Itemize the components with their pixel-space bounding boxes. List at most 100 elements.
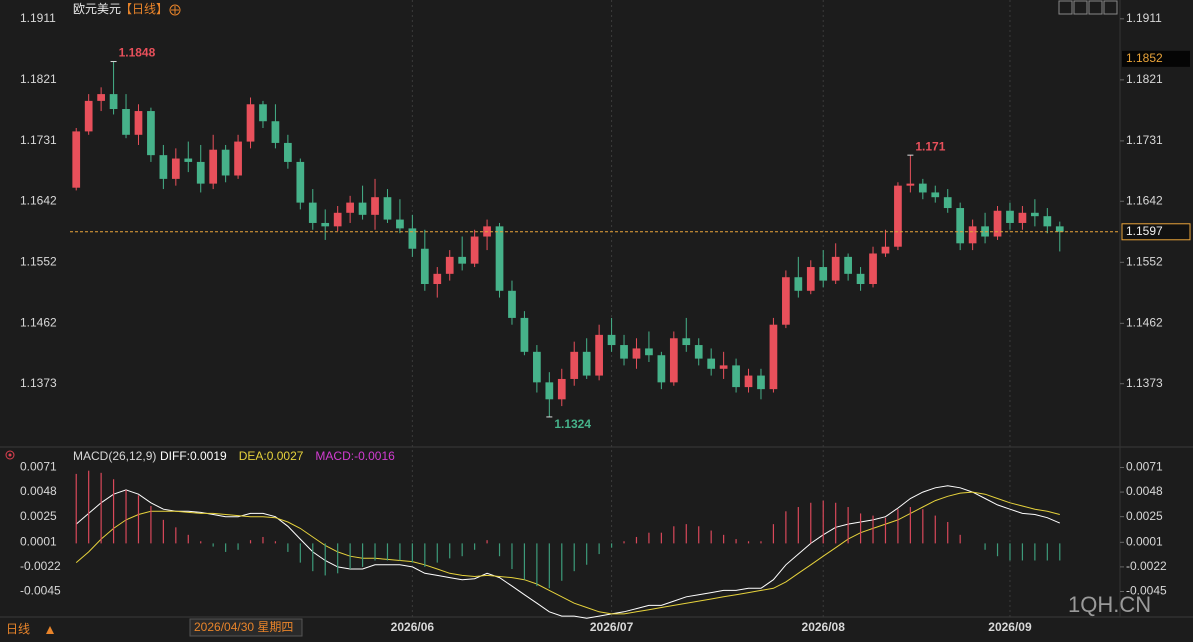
y-tick-label: 0.0025 bbox=[20, 509, 57, 523]
y-tick-label: -0.0045 bbox=[20, 584, 61, 598]
candle-body bbox=[333, 212, 342, 227]
candle-body bbox=[657, 355, 666, 383]
tool-button[interactable] bbox=[1058, 0, 1073, 15]
macd-line bbox=[75, 491, 1060, 615]
candle-body bbox=[669, 338, 678, 383]
chart-title: 欧元美元 bbox=[73, 2, 121, 16]
x-tick-label: 2026/06 bbox=[391, 620, 435, 634]
y-tick-label: 1.1731 bbox=[1126, 133, 1163, 147]
candle-body bbox=[682, 338, 691, 346]
candle-body bbox=[931, 192, 940, 198]
candle-body bbox=[1055, 226, 1064, 232]
candle-body bbox=[1006, 210, 1014, 223]
candle-body bbox=[122, 109, 130, 135]
candle-body bbox=[296, 161, 305, 203]
period-arrow[interactable] bbox=[46, 626, 54, 634]
candle-body bbox=[234, 141, 242, 176]
candle-body bbox=[84, 100, 93, 132]
last-price-box bbox=[1121, 223, 1191, 241]
y-tick-label: -0.0045 bbox=[1126, 584, 1167, 598]
y-tick-label: -0.0022 bbox=[20, 559, 61, 573]
candle-body bbox=[433, 273, 442, 285]
y-tick-label: 1.1373 bbox=[20, 376, 57, 390]
candle-body bbox=[1043, 216, 1052, 227]
candle-body bbox=[769, 324, 778, 390]
crosshair-date-label: 2026/04/30 星期四 bbox=[194, 620, 293, 634]
candle-body bbox=[159, 155, 168, 179]
candle-body bbox=[358, 202, 367, 215]
candle-body bbox=[881, 246, 890, 254]
candle-body bbox=[819, 267, 828, 281]
candle-body bbox=[582, 351, 591, 376]
tool-button[interactable] bbox=[1073, 0, 1088, 15]
candle-body bbox=[632, 348, 641, 359]
candle-body bbox=[757, 375, 765, 390]
period-label: 【日线】 bbox=[120, 2, 168, 16]
candle-body bbox=[470, 236, 479, 264]
candle-body bbox=[694, 345, 703, 359]
candle-body bbox=[719, 365, 728, 369]
marker-price-box bbox=[1122, 50, 1190, 67]
macd-title: MACD(26,12,9) bbox=[73, 449, 156, 463]
indicator-icon[interactable] bbox=[5, 450, 15, 460]
crosshair-date: 2026/04/30 星期四 bbox=[189, 618, 303, 637]
y-tick-label: 1.1462 bbox=[20, 316, 57, 330]
y-tick-label: 0.0071 bbox=[20, 460, 57, 474]
candle-body bbox=[1031, 212, 1039, 217]
candle-body bbox=[894, 185, 902, 247]
candle-body bbox=[856, 273, 865, 285]
candle-body bbox=[396, 219, 404, 229]
candle-body bbox=[993, 210, 1002, 237]
candle-body bbox=[794, 277, 803, 291]
y-tick-label: 1.1373 bbox=[1126, 376, 1163, 390]
candle-body bbox=[321, 222, 330, 227]
candle-body bbox=[209, 149, 218, 184]
candle-body bbox=[221, 149, 230, 176]
candle-body bbox=[271, 121, 280, 143]
y-tick-label: 1.1821 bbox=[20, 72, 57, 86]
y-tick-label: 0.0071 bbox=[1126, 460, 1163, 474]
x-tick-label: 2026/07 bbox=[590, 620, 634, 634]
annotation-label: 1.1848 bbox=[119, 46, 156, 60]
candle-body bbox=[918, 183, 927, 193]
candle-body bbox=[831, 256, 840, 281]
tool-button[interactable] bbox=[1088, 0, 1103, 15]
candle-body bbox=[495, 226, 504, 291]
y-tick-label: 1.1642 bbox=[20, 193, 57, 207]
candle-body bbox=[171, 158, 180, 179]
y-tick-label: 0.0048 bbox=[1126, 484, 1163, 498]
candle-body bbox=[595, 334, 603, 376]
y-tick-label: 0.0001 bbox=[20, 534, 57, 548]
x-tick-label: 2026/08 bbox=[802, 620, 846, 634]
y-tick-label: 1.1462 bbox=[1126, 316, 1163, 330]
settings-icon[interactable] bbox=[169, 4, 181, 16]
y-tick-label: 0.0001 bbox=[1126, 534, 1163, 548]
y-tick-label: 1.1911 bbox=[20, 11, 56, 25]
y-tick-label: 0.0048 bbox=[20, 484, 57, 498]
y-tick-label: 1.1821 bbox=[1126, 72, 1163, 86]
candle-body bbox=[284, 142, 292, 162]
candle-body bbox=[259, 104, 267, 122]
candle-body bbox=[420, 248, 429, 285]
tool-button[interactable] bbox=[1103, 0, 1118, 15]
candle-body bbox=[445, 256, 454, 274]
candle-body bbox=[184, 158, 193, 162]
candle-body bbox=[645, 348, 653, 356]
candle-body bbox=[844, 256, 852, 274]
footer-period: 日线 bbox=[6, 622, 30, 636]
candle-body bbox=[520, 317, 529, 352]
candle-body bbox=[371, 197, 379, 215]
marker-price-label: 1.1852 bbox=[1126, 51, 1163, 65]
watermark: 1QH.CN bbox=[1068, 592, 1151, 617]
candle-body bbox=[147, 111, 155, 156]
candle-body bbox=[732, 365, 740, 388]
candle-body bbox=[545, 382, 554, 400]
candle-body bbox=[570, 351, 579, 379]
candle-body bbox=[956, 208, 965, 244]
candle-body bbox=[806, 267, 815, 291]
candle-body bbox=[458, 256, 467, 264]
candle-body bbox=[72, 131, 81, 188]
crosshair-date-box bbox=[189, 618, 303, 637]
